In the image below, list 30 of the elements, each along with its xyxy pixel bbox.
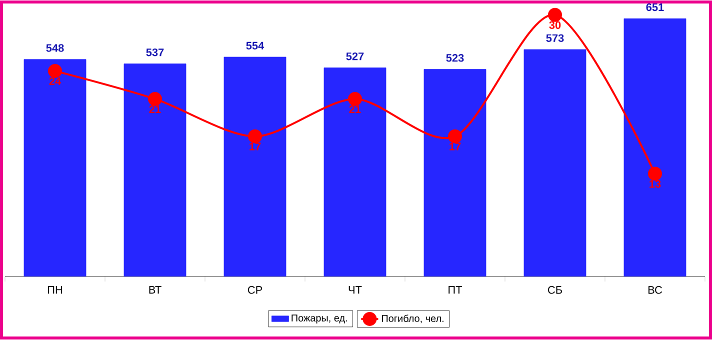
x-tick-label: ПН xyxy=(48,286,62,294)
point xyxy=(148,92,162,106)
x-tick-label: ВС xyxy=(648,286,662,294)
point xyxy=(548,8,562,22)
point xyxy=(48,64,62,78)
data-label: 523 xyxy=(446,54,464,62)
data-label: 573 xyxy=(546,34,564,42)
point xyxy=(448,130,462,144)
data-label: 24 xyxy=(49,78,62,86)
data-label: 17 xyxy=(450,142,461,150)
x-tick-label: ЧТ xyxy=(348,286,362,294)
data-label: 30 xyxy=(549,21,561,30)
x-tick-label: ВТ xyxy=(149,286,162,294)
data-label: 17 xyxy=(250,142,261,150)
data-label: 13 xyxy=(650,180,661,188)
data-label: 21 xyxy=(349,106,361,114)
point xyxy=(648,166,662,181)
point xyxy=(348,92,362,106)
point xyxy=(248,130,262,144)
data-label: 548 xyxy=(46,44,64,52)
data-label: 537 xyxy=(146,48,164,56)
data-label: 21 xyxy=(149,106,161,114)
legend-label: Погибло, чел. xyxy=(382,314,444,324)
data-label: 554 xyxy=(246,42,264,50)
x-tick-label: СР xyxy=(248,286,262,294)
data-label: 651 xyxy=(646,4,664,12)
x-tick-label: ПТ xyxy=(448,286,462,294)
legend-label: Пожары, ед. xyxy=(292,314,347,324)
data-label: 527 xyxy=(346,52,364,60)
x-tick-label: СБ xyxy=(548,286,562,294)
